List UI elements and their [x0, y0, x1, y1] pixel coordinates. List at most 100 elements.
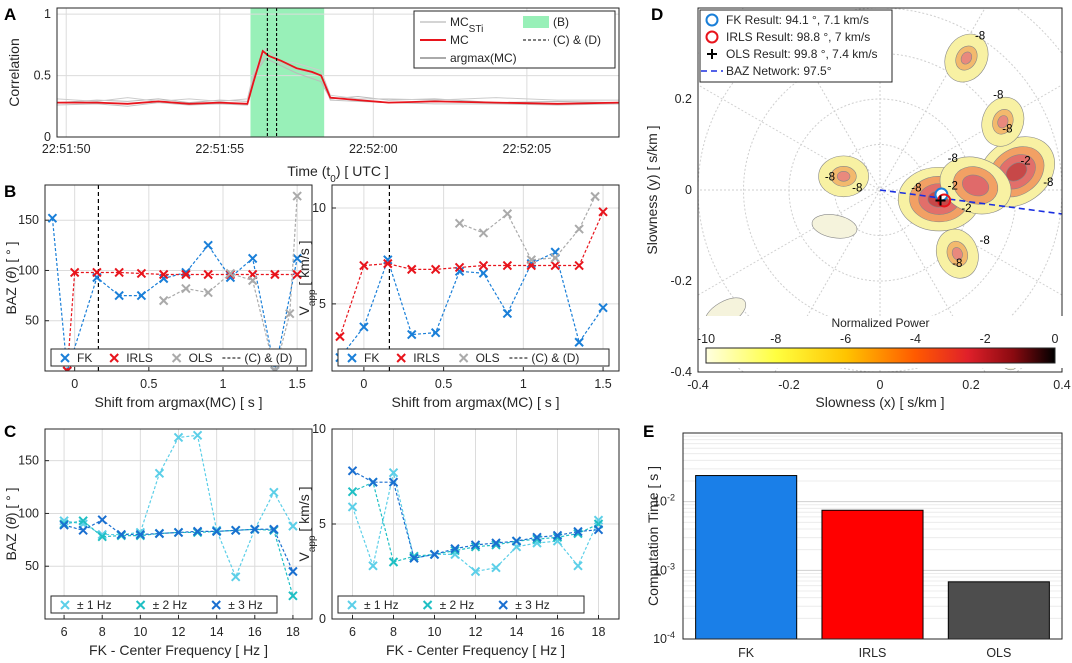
data-point-x [59, 520, 69, 530]
bar-ols [947, 581, 1050, 640]
data-point-x [347, 466, 358, 476]
label-part: app [307, 535, 318, 552]
bar-fk [695, 475, 798, 640]
data-point-x [181, 269, 191, 280]
contour-label: -8 [980, 235, 990, 247]
legend-x-marker [60, 600, 70, 610]
data-point-x [158, 269, 169, 280]
legend-label: (B) [553, 15, 569, 29]
data-point-x [491, 562, 501, 573]
x-tick-label: 0.5 [140, 377, 157, 391]
legend-label: IRLS Result: 98.8 °, 7 km/s [726, 30, 870, 44]
legend-irls-symbol [705, 30, 719, 44]
legend-x-marker [458, 353, 469, 363]
x-tick-label: 6 [349, 625, 356, 639]
x-tick-label: 10 [428, 625, 442, 639]
x-tick-label: 16 [248, 625, 262, 639]
data-point-x [288, 521, 298, 531]
y-tick-label: 100 [18, 506, 39, 520]
x-tick-label: 18 [592, 625, 606, 639]
x-tick-label: 16 [551, 625, 565, 639]
data-point-x [47, 213, 58, 223]
data-point-x [250, 524, 260, 534]
series-line [56, 52, 620, 107]
data-point-x [359, 322, 369, 332]
x-tick-label: 1.5 [288, 377, 305, 391]
data-point-x [388, 477, 399, 487]
x-tick-label: 12 [469, 625, 483, 639]
data-point-x [335, 331, 345, 342]
panel-d-slowness-map: -8-8-8-2-8-8-2-2-8-8-8-8-8-0.4 -0.2 0 0.2 0.… [644, 7, 1071, 410]
label-part: argmax(MC) [450, 51, 517, 65]
legend-label: OLS [476, 351, 500, 365]
data-point-x [383, 255, 393, 265]
data-point-x [478, 260, 489, 271]
data-point-x [470, 540, 481, 550]
data-point-x [470, 566, 481, 577]
y-tick-label: 1 [44, 7, 51, 21]
legend-label: IRLS [126, 351, 153, 365]
panel-b-baz-chart: 0 0.5 1 1.5 50 100 150 FK IRLS OLS (C) & (D) Shift … [3, 184, 313, 410]
power-contour [960, 51, 973, 65]
data-point-x [92, 267, 102, 278]
data-point-x [491, 540, 501, 550]
x-tick-label: 22:52:05 [503, 142, 552, 156]
legend-x-marker [171, 353, 182, 363]
data-point-x [292, 191, 302, 201]
colorbar-tick-label: 0 [1052, 332, 1059, 346]
x-axis-label: Slowness (x) [ s/km ] [815, 394, 944, 410]
x-tick-label: 10 [133, 625, 147, 639]
contour-label: -8 [825, 171, 835, 183]
power-contour [997, 115, 1009, 129]
y-tick-label: 10-4 [653, 630, 675, 646]
series-line [56, 57, 620, 104]
label-part: (C) & (D) [553, 33, 601, 47]
label-part: V [296, 552, 312, 562]
label-part: [ km/s ] [296, 240, 312, 289]
legend-x-marker [396, 353, 406, 363]
series-group [335, 185, 608, 371]
data-point-x [526, 258, 537, 269]
legend-label: ± 2 Hz [153, 598, 188, 612]
data-point-x [502, 209, 513, 219]
series-line [339, 211, 604, 337]
data-point-x [491, 538, 501, 548]
series-line [57, 49, 620, 105]
axes-frame [56, 7, 620, 138]
legend-box [337, 348, 610, 367]
data-point-x [526, 255, 537, 265]
data-point-x [158, 295, 169, 306]
x-tick-label: 0.4 [1053, 378, 1070, 392]
x-axis-label: FK - Center Frequency [ Hz ] [386, 642, 565, 658]
colorbar-tick-label: -6 [840, 332, 851, 346]
data-point-x [574, 224, 584, 234]
series-group [347, 466, 604, 577]
x-tick-label: 22:51:50 [42, 142, 91, 156]
contour-label: -8 [948, 153, 958, 165]
colorbar [705, 347, 1056, 364]
data-point-x [573, 561, 583, 571]
x-axis-label: Time (t0) [ UTC ] [287, 163, 389, 185]
x-tick-label: 8 [390, 625, 397, 639]
data-point-x [192, 430, 203, 441]
axes-frame [44, 428, 313, 620]
axes-frame [331, 184, 620, 372]
x-tick-label: 8 [99, 625, 106, 639]
x-tick-label: 14 [210, 625, 224, 639]
data-point-x [573, 526, 583, 537]
label-part: -2 [667, 493, 675, 503]
contour-label: -2 [1020, 155, 1030, 167]
x-axis-label: Shift from argmax(MC) [ s ] [391, 394, 559, 410]
legend-label: BAZ Network: 97.5° [726, 64, 832, 78]
legend-label: ± 3 Hz [515, 598, 550, 612]
y-tick-label: -0.2 [670, 274, 692, 288]
legend-label: FK [364, 351, 379, 365]
bar-irls [821, 509, 924, 640]
legend-label: (C) & (D) [244, 351, 292, 365]
data-point-x [154, 468, 165, 479]
x-tick-label: -0.2 [778, 378, 800, 392]
colorbar-tick-label: -2 [980, 332, 991, 346]
legend-label: FK [77, 351, 92, 365]
